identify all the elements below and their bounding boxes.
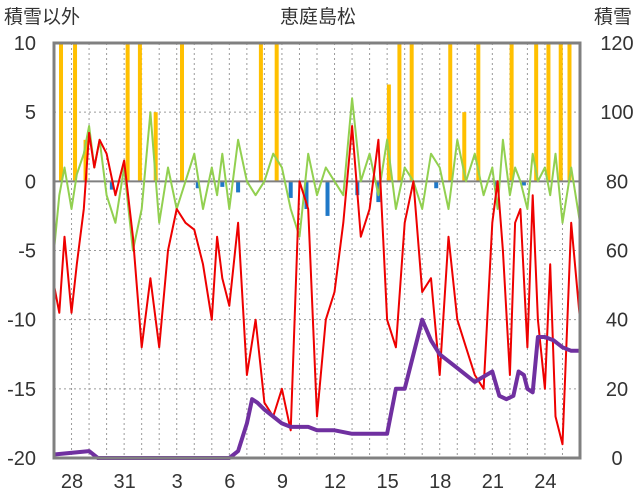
- y-left-tick-label: -20: [7, 448, 36, 470]
- x-tick-label: 6: [224, 471, 235, 493]
- x-tick-label: 31: [114, 471, 136, 493]
- y-left-tick-label: -5: [18, 241, 36, 263]
- precip-bar: [567, 43, 572, 182]
- x-tick-label: 28: [61, 471, 83, 493]
- precip-bar: [476, 43, 481, 182]
- precip-bar: [274, 43, 279, 182]
- precip-bar: [220, 181, 225, 187]
- x-axis-ticks: 28 31 3 6 9 12 15 18 21 24: [61, 471, 557, 493]
- precip-bar: [386, 84, 391, 182]
- precip-bar: [409, 43, 414, 182]
- x-tick-label: 12: [324, 471, 346, 493]
- y-right-tick-label: 40: [606, 310, 628, 332]
- precip-bar: [534, 43, 539, 182]
- y-left-tick-label: -10: [7, 310, 36, 332]
- precip-bar: [546, 43, 551, 182]
- x-tick-label: 18: [429, 471, 451, 493]
- precip-bar: [125, 43, 130, 182]
- y-left-tick-label: 10: [14, 33, 36, 55]
- wind-line: [53, 97, 581, 252]
- precip-bar: [521, 181, 526, 186]
- precip-bar: [462, 112, 467, 182]
- y-axis-left-ticks: 10 5 0 -5 -10 -15 -20: [7, 33, 36, 470]
- y-right-tick-label: 80: [606, 171, 628, 193]
- precip-bar: [397, 43, 402, 182]
- y-right-tick-label: 20: [606, 379, 628, 401]
- precip-bar: [59, 43, 64, 182]
- y-axis-right-title: 積雪: [594, 6, 632, 28]
- y-right-tick-label: 100: [600, 102, 633, 124]
- x-tick-label: 15: [377, 471, 399, 493]
- precip-bar: [179, 43, 184, 182]
- precip-bar: [325, 181, 330, 216]
- chart-title: 恵庭島松: [280, 6, 356, 28]
- precip-bar: [236, 181, 241, 193]
- y-left-tick-label: -15: [7, 379, 36, 401]
- precip-bar: [288, 181, 293, 198]
- precipitation-bars: [59, 43, 572, 216]
- precip-bar: [153, 112, 158, 182]
- x-tick-label: 9: [277, 471, 288, 493]
- x-tick-label: 21: [482, 471, 504, 493]
- y-axis-right-ticks: 120 100 80 60 40 20 0: [600, 33, 633, 470]
- y-axis-left-title: 積雪以外: [4, 6, 80, 28]
- precip-bar: [258, 43, 263, 182]
- plot-frame: [52, 41, 582, 460]
- y-left-tick-label: 5: [25, 102, 36, 124]
- precip-bar: [434, 181, 439, 189]
- precip-bar: [558, 43, 563, 182]
- precip-bar: [83, 139, 88, 182]
- y-right-tick-label: 120: [600, 33, 633, 55]
- precip-bar: [137, 43, 142, 182]
- precip-bar: [109, 181, 114, 190]
- x-tick-label: 24: [534, 471, 556, 493]
- precip-bar: [195, 181, 200, 189]
- precip-bar: [448, 43, 453, 182]
- frame-border: [52, 41, 582, 460]
- y-left-tick-label: 0: [25, 171, 36, 193]
- precip-bar: [304, 181, 309, 209]
- temperature-line: [53, 125, 581, 446]
- precip-bar: [509, 43, 514, 182]
- y-right-tick-label: 0: [611, 448, 622, 470]
- precip-bar: [73, 43, 78, 182]
- x-tick-label: 3: [172, 471, 183, 493]
- precip-bar: [493, 181, 498, 187]
- y-right-tick-label: 60: [606, 241, 628, 263]
